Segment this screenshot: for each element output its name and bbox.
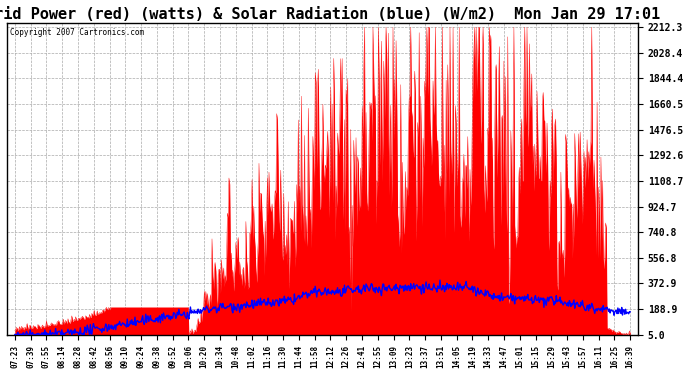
Text: Copyright 2007 Cartronics.com: Copyright 2007 Cartronics.com	[10, 28, 144, 37]
Title: Grid Power (red) (watts) & Solar Radiation (blue) (W/m2)  Mon Jan 29 17:01: Grid Power (red) (watts) & Solar Radiati…	[0, 7, 660, 22]
